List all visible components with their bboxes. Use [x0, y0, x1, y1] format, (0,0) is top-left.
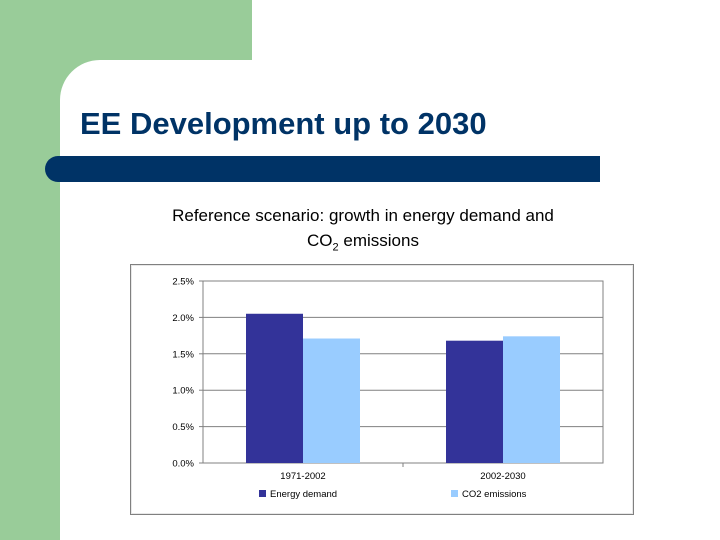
subtitle-line1: Reference scenario: growth in energy dem…: [172, 206, 554, 225]
legend-swatch: [259, 490, 266, 497]
subtitle-subscript: 2: [332, 241, 339, 254]
legend-swatch: [451, 490, 458, 497]
chart-container: 0.0% 0.5% 1.0% 1.5% 2.0% 2.5% 1971-2002 2002-20…: [130, 264, 634, 515]
slide-title: EE Development up to 2030: [80, 106, 487, 141]
x-tick-label: 1971-2002: [280, 471, 325, 482]
bar-energy-demand: [246, 313, 303, 463]
legend-label: CO2 emissions: [462, 489, 527, 500]
y-tick-label: 0.5%: [172, 422, 194, 433]
axis-layer: 0.0% 0.5% 1.0% 1.5% 2.0% 2.5% 1971-2002 2002-20…: [172, 277, 525, 483]
y-tick-label: 2.0%: [172, 313, 194, 324]
y-tick-label: 1.5%: [172, 349, 194, 360]
title-underline-bar: [45, 156, 600, 182]
y-tick-label: 2.5%: [172, 277, 194, 288]
x-tick-label: 2002-2030: [480, 471, 525, 482]
legend-label: Energy demand: [270, 489, 337, 500]
subtitle-co: CO: [307, 231, 333, 250]
y-tick-label: 1.0%: [172, 386, 194, 397]
subtitle-rest: emissions: [338, 231, 419, 250]
bar-energy-demand: [446, 340, 503, 463]
chart-subtitle: Reference scenario: growth in energy dem…: [118, 203, 608, 260]
legend-layer: Energy demand CO2 emissions: [259, 489, 527, 500]
bar-co2-emissions: [503, 336, 560, 463]
bar-co2-emissions: [303, 338, 360, 463]
bar-chart: 0.0% 0.5% 1.0% 1.5% 2.0% 2.5% 1971-2002 2002-20…: [172, 277, 604, 500]
y-tick-label: 0.0%: [172, 459, 194, 470]
bar-layer: [246, 313, 560, 463]
